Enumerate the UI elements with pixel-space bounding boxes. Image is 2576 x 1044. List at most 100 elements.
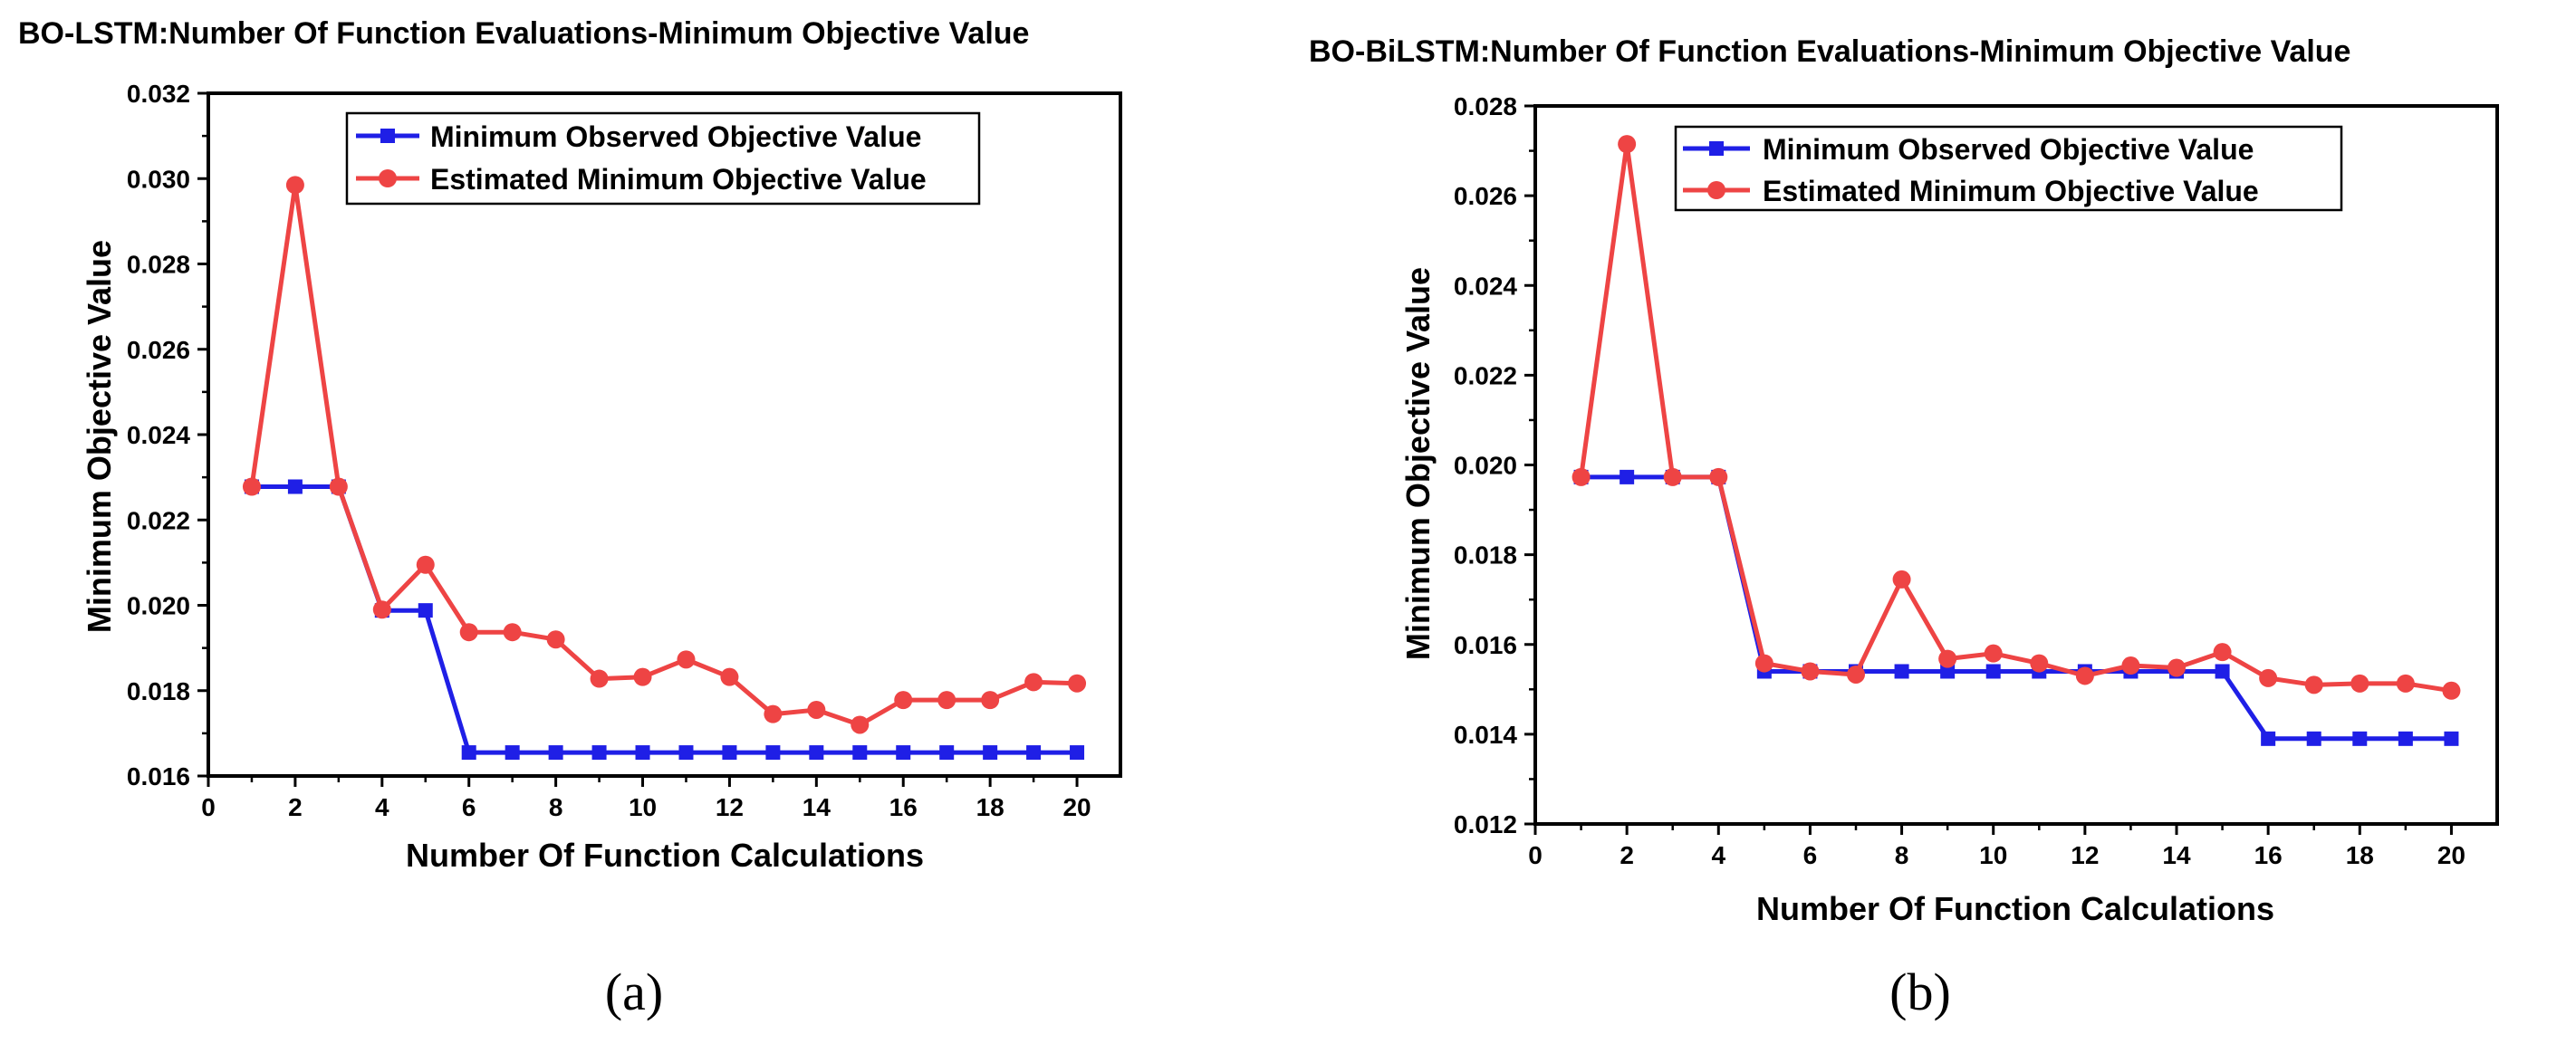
chart-b-point-observed <box>1894 664 1909 679</box>
chart-a-legend-label-observed: Minimum Observed Objective Value <box>430 120 921 153</box>
chart-a-x-tick-label: 8 <box>549 793 563 821</box>
chart-b-x-tick-label: 10 <box>1979 841 2007 869</box>
chart-b-series-line-observed <box>1581 474 2452 742</box>
chart-b-x-tick-label: 14 <box>2162 841 2191 869</box>
chart-b-ylabel: Minimum Objective Value <box>1399 267 1437 660</box>
chart-a-point-estimated <box>372 600 391 619</box>
chart-b-point-estimated <box>1663 467 1682 486</box>
chart-b-point-observed <box>2352 731 2368 746</box>
chart-b-y-tick-label: 0.028 <box>1454 92 1517 120</box>
chart-a-point-observed <box>591 745 607 761</box>
chart-a-legend-box <box>345 111 981 206</box>
chart-a-title: BO-LSTM:Number Of Function Evaluations-M… <box>18 16 1029 51</box>
chart-b-axes-frame <box>1533 104 2499 826</box>
chart-a-point-observed <box>852 745 868 761</box>
chart-a-point-observed <box>418 603 433 618</box>
chart-b-point-estimated <box>2442 681 2461 700</box>
chart-a-point-estimated <box>807 700 826 719</box>
chart-b-point-estimated <box>2121 656 2140 675</box>
chart-a-panel-label: (a) <box>605 963 663 1021</box>
chart-a-legend-label-estimated: Estimated Minimum Objective Value <box>430 163 927 196</box>
chart-a-point-estimated <box>937 691 956 710</box>
chart-b-point-estimated <box>2075 666 2094 685</box>
chart-b-point-estimated <box>1847 665 1865 684</box>
chart-b-series-line-estimated <box>1579 141 2452 694</box>
chart-a-point-estimated <box>242 477 261 496</box>
chart-a-point-observed <box>983 745 998 761</box>
chart-a-point-observed <box>635 745 650 761</box>
chart-b-point-estimated <box>2030 654 2049 673</box>
chart-b-y-tick-label: 0.012 <box>1454 810 1517 838</box>
chart-a-point-observed <box>1070 745 1085 761</box>
chart-a-x-tick-label: 6 <box>462 793 476 821</box>
chart-a-point-estimated <box>851 715 870 734</box>
chart-a-point-observed <box>722 745 737 761</box>
chart-a-point-estimated <box>764 704 783 723</box>
chart-b-x-tick-label: 8 <box>1895 841 1909 869</box>
chart-b-point-estimated <box>1892 570 1911 589</box>
chart-b-point-observed <box>2398 731 2413 746</box>
chart-a: BO-LSTM:Number Of Function Evaluations-M… <box>18 16 1122 1021</box>
chart-a-point-estimated <box>720 667 739 686</box>
chart-b-point-estimated <box>2167 658 2186 677</box>
chart-a-point-estimated <box>633 667 652 686</box>
chart-b-point-observed <box>1620 469 1635 484</box>
chart-b-xlabel: Number Of Function Calculations <box>1756 890 2274 927</box>
chart-b-point-observed <box>1985 664 2001 679</box>
chart-b-legend-box <box>1674 125 2343 212</box>
chart-a-point-estimated <box>546 630 565 649</box>
chart-a-point-estimated <box>503 623 522 642</box>
chart-b-legend-marker-observed <box>1709 141 1724 156</box>
chart-b-point-observed <box>2444 731 2459 746</box>
chart-b-point-observed <box>1940 664 1956 679</box>
chart-b-x-tick-label: 2 <box>1620 841 1634 869</box>
chart-a-y-tick-label: 0.024 <box>127 421 190 449</box>
chart-a-point-observed <box>896 745 911 761</box>
chart-a-point-estimated <box>1024 673 1043 692</box>
chart-b-x-tick-label: 20 <box>2437 841 2465 869</box>
chart-b-point-observed <box>2215 664 2230 679</box>
chart-a-point-estimated <box>1068 674 1087 693</box>
chart-a-y-tick-label: 0.016 <box>127 762 190 790</box>
chart-a-legend-marker-estimated <box>379 169 397 187</box>
chart-a-y-tick-label: 0.022 <box>127 506 190 534</box>
chart-a-x-tick-label: 4 <box>375 793 389 821</box>
chart-b-y-tick-label: 0.022 <box>1454 361 1517 389</box>
chart-a-x-tick-label: 20 <box>1062 793 1091 821</box>
chart-a-y-tick-label: 0.020 <box>127 592 190 620</box>
chart-b: BO-BiLSTM:Number Of Function Evaluations… <box>1309 34 2499 1021</box>
chart-a-point-estimated <box>677 650 696 669</box>
chart-b-y-tick-label: 0.024 <box>1454 272 1517 300</box>
chart-b-point-estimated <box>1709 467 1728 486</box>
chart-a-point-observed <box>548 745 563 761</box>
chart-b-legend-label-estimated: Estimated Minimum Objective Value <box>1763 175 2259 207</box>
chart-a-x-tick-label: 10 <box>629 793 657 821</box>
chart-b-point-estimated <box>1938 649 1957 668</box>
chart-b-point-estimated <box>1754 654 1773 673</box>
chart-b-y-tick-label: 0.018 <box>1454 541 1517 570</box>
chart-a-point-estimated <box>894 691 913 710</box>
chart-b-y-tick-label: 0.016 <box>1454 631 1517 659</box>
chart-b-point-estimated <box>1618 135 1637 154</box>
chart-a-point-estimated <box>459 623 478 642</box>
chart-a-point-estimated <box>416 555 435 574</box>
chart-a-x-tick-label: 0 <box>201 793 216 821</box>
chart-b-point-estimated <box>1801 662 1820 681</box>
chart-b-legend: Minimum Observed Objective Value Estimat… <box>1674 125 2343 212</box>
chart-b-point-estimated <box>2213 643 2232 662</box>
chart-a-plot-area: 0 2 4 6 8 10 12 14 16 18 20 0.016 0.018 0.020 0.022 0.0… <box>127 80 1122 821</box>
chart-b-x-tick-label: 16 <box>2254 841 2283 869</box>
chart-a-point-observed <box>939 745 955 761</box>
chart-b-x-tick-label: 0 <box>1528 841 1543 869</box>
chart-a-point-estimated <box>285 176 304 195</box>
chart-b-point-estimated <box>2350 674 2369 693</box>
chart-a-point-observed <box>1026 745 1042 761</box>
chart-b-y-tick-label: 0.020 <box>1454 452 1517 480</box>
chart-b-title: BO-BiLSTM:Number Of Function Evaluations… <box>1309 34 2350 69</box>
chart-a-x-tick-label: 14 <box>803 793 831 821</box>
chart-a-x-tick-label: 2 <box>288 793 303 821</box>
chart-b-legend-marker-estimated <box>1707 181 1725 199</box>
chart-b-y-tick-label: 0.026 <box>1454 182 1517 210</box>
chart-a-y-tick-label: 0.032 <box>127 80 190 108</box>
